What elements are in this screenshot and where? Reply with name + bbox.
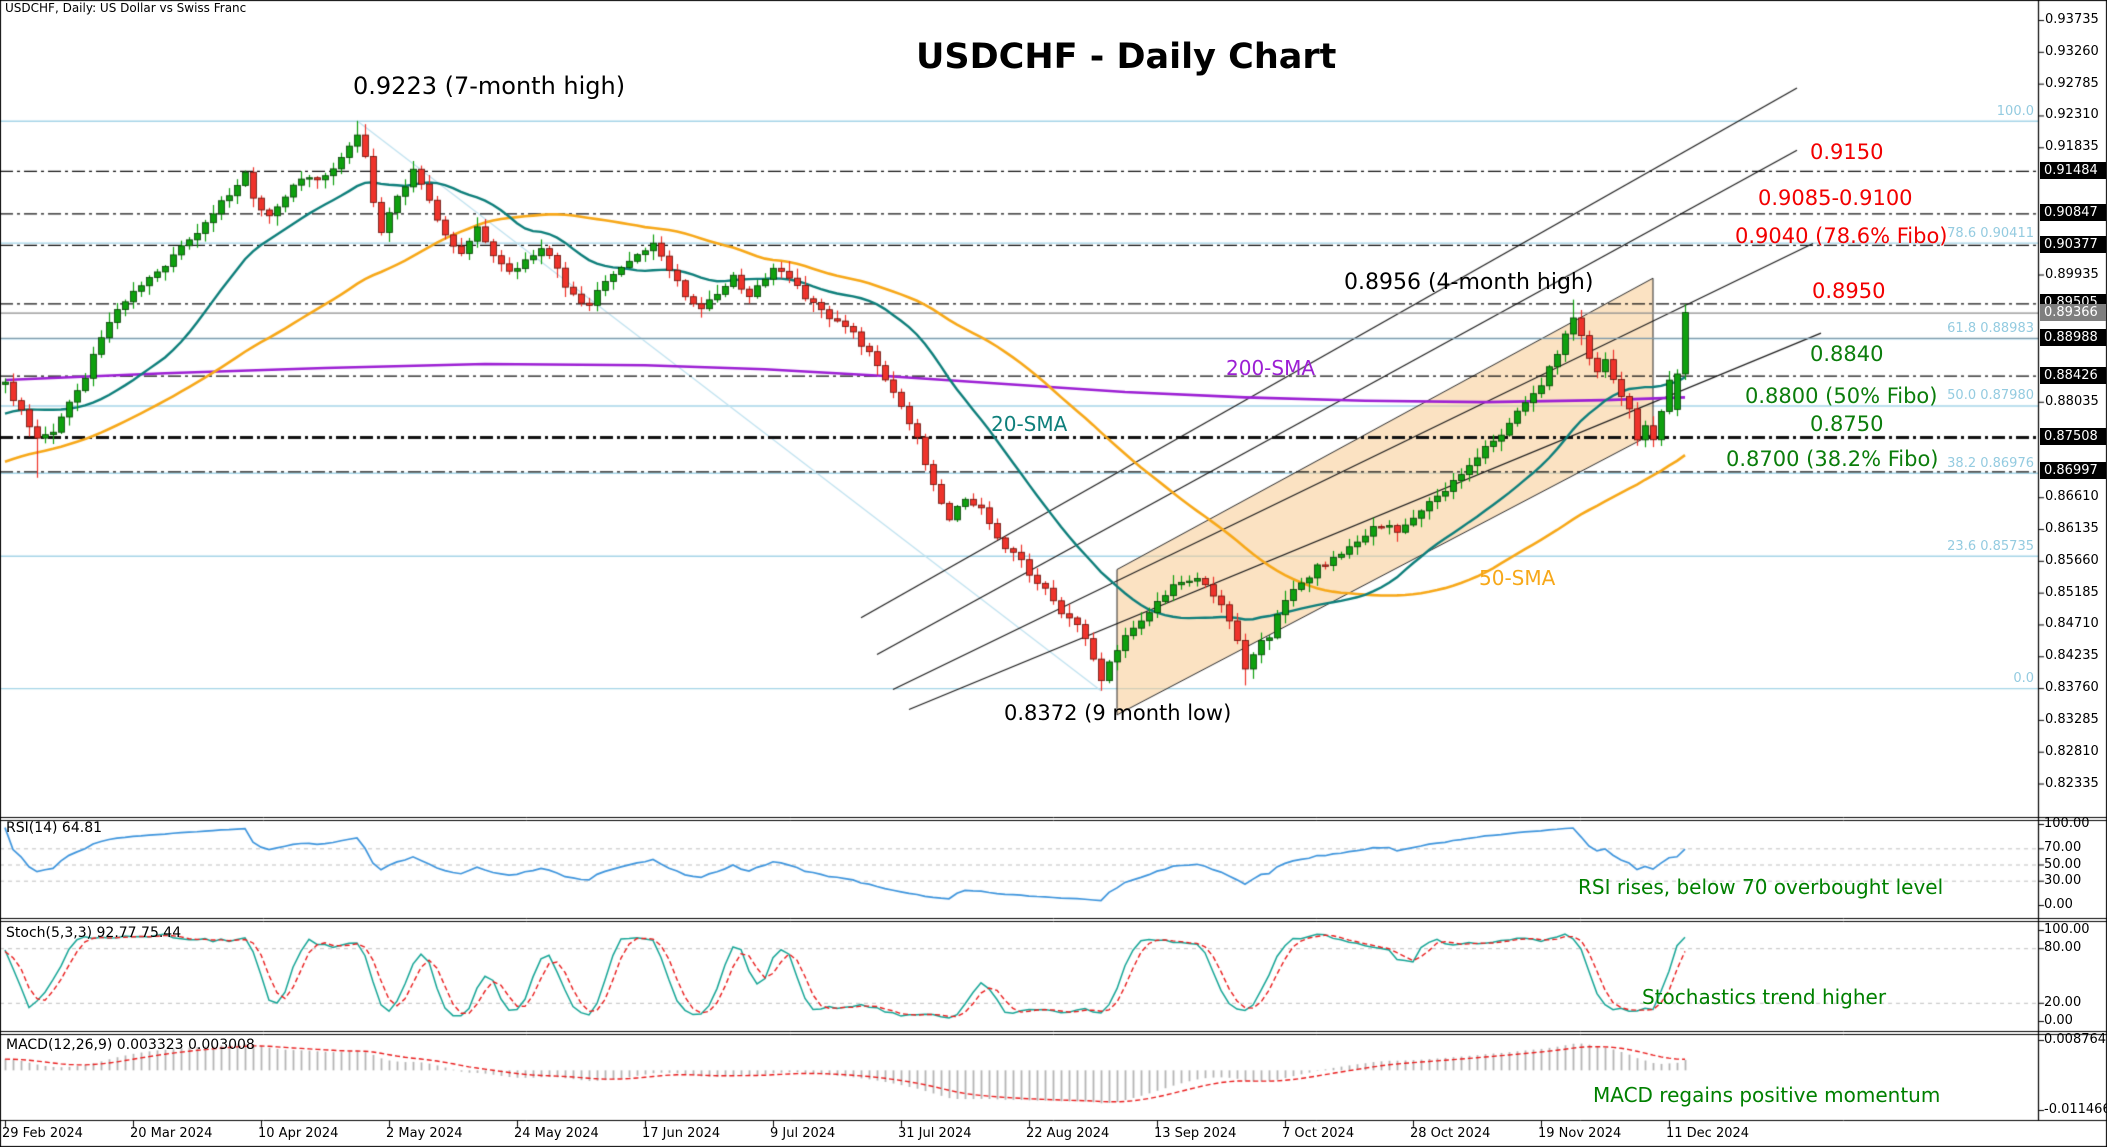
price-badge: 0.86997 — [2040, 462, 2106, 480]
date-label: 19 Nov 2024 — [1538, 1126, 1622, 1141]
macd-tick: 0.008764 — [2044, 1032, 2107, 1047]
rsi-tick: 100.00 — [2044, 816, 2090, 831]
rsi-tick: 70.00 — [2044, 840, 2082, 856]
macd-indicator-label: MACD(12,26,9) 0.003323 0.003008 — [6, 1037, 255, 1053]
price-tick: 0.85185 — [2045, 584, 2099, 600]
annotation-sma200-label: 200-SMA — [1226, 356, 1316, 380]
stoch-tick: 0.00 — [2044, 1013, 2073, 1028]
annotation-seven-month-high-note: 0.9223 (7-month high) — [353, 72, 626, 100]
price-tick: 0.86610 — [2045, 489, 2099, 505]
fibo-level-label: 61.8 0.88983 — [1947, 321, 2034, 337]
rsi-indicator-label: RSI(14) 64.81 — [6, 820, 103, 836]
fibo-level-label: 78.6 0.90411 — [1947, 225, 2034, 241]
rsi-tick: 0.00 — [2044, 897, 2073, 912]
price-tick: 0.83760 — [2045, 680, 2099, 696]
stoch-tick: 80.00 — [2044, 940, 2082, 956]
price-tick: 0.82335 — [2045, 775, 2099, 791]
date-label: 13 Sep 2024 — [1154, 1126, 1237, 1141]
symbol-info: USDCHF, Daily: US Dollar vs Swiss Franc — [5, 1, 247, 15]
price-badge: 0.87508 — [2040, 428, 2106, 446]
price-tick: 0.86135 — [2045, 521, 2099, 537]
price-tick: 0.88035 — [2045, 393, 2099, 409]
rsi-note: RSI rises, below 70 overbought level — [1578, 875, 1944, 899]
annotation-resistance-0895: 0.8950 — [1812, 279, 1886, 303]
price-tick: 0.92785 — [2045, 75, 2099, 91]
price-tick: 0.84235 — [2045, 648, 2099, 664]
price-tick: 0.84710 — [2045, 616, 2099, 632]
annotation-resistance-0915: 0.9150 — [1810, 140, 1884, 164]
annotation-resistance-0904: 0.9040 (78.6% Fibo) — [1735, 224, 1948, 248]
stoch-indicator-label: Stoch(5,3,3) 92.77 75.44 — [6, 925, 182, 941]
fibo-level-label: 0.0 — [2013, 671, 2034, 687]
annotation-sma20-label: 20-SMA — [991, 412, 1068, 436]
date-label: 7 Oct 2024 — [1282, 1126, 1355, 1141]
date-label: 10 Apr 2024 — [258, 1126, 339, 1141]
chart-title: USDCHF - Daily Chart — [916, 37, 1337, 77]
price-tick: 0.91835 — [2045, 139, 2099, 155]
macd-note: MACD regains positive momentum — [1593, 1083, 1941, 1107]
date-label: 24 May 2024 — [514, 1126, 599, 1141]
annotation-support-0880: 0.8800 (50% Fibo) — [1745, 384, 1938, 408]
date-label: 20 Mar 2024 — [130, 1126, 213, 1141]
macd-tick: -0.011466 — [2044, 1102, 2107, 1117]
date-label: 31 Jul 2024 — [898, 1126, 972, 1141]
price-badge: 0.91484 — [2040, 161, 2106, 179]
fibo-level-label: 23.6 0.85735 — [1947, 538, 2034, 554]
price-badge: 0.89366 — [2040, 303, 2106, 321]
price-tick: 0.93260 — [2045, 43, 2099, 59]
price-badge: 0.88426 — [2040, 366, 2106, 384]
date-label: 2 May 2024 — [386, 1126, 463, 1141]
annotation-support-0875: 0.8750 — [1810, 412, 1884, 436]
fibo-level-label: 50.0 0.87980 — [1947, 388, 2034, 404]
stoch-tick: 100.00 — [2044, 922, 2090, 937]
stoch-note: Stochastics trend higher — [1642, 985, 1887, 1009]
annotation-resistance-09085: 0.9085-0.9100 — [1758, 186, 1913, 210]
annotation-nine-month-low-note: 0.8372 (9 month low) — [1004, 701, 1232, 725]
price-tick: 0.93735 — [2045, 12, 2099, 28]
rsi-tick: 30.00 — [2044, 872, 2082, 888]
price-tick: 0.89935 — [2045, 266, 2099, 282]
date-label: 17 Jun 2024 — [642, 1126, 721, 1141]
annotation-support-0870: 0.8700 (38.2% Fibo) — [1726, 447, 1939, 471]
fibo-level-label: 100.0 — [1996, 103, 2034, 119]
date-label: 29 Feb 2024 — [2, 1126, 83, 1141]
annotation-support-0884: 0.8840 — [1810, 342, 1884, 366]
stoch-tick: 20.00 — [2044, 994, 2082, 1010]
price-tick: 0.82810 — [2045, 743, 2099, 759]
price-tick: 0.92310 — [2045, 107, 2099, 123]
date-label: 22 Aug 2024 — [1026, 1126, 1110, 1141]
date-label: 28 Oct 2024 — [1410, 1126, 1491, 1141]
price-tick: 0.83285 — [2045, 711, 2099, 727]
fibo-level-label: 38.2 0.86976 — [1947, 455, 2034, 471]
rsi-tick: 50.00 — [2044, 856, 2082, 872]
price-tick: 0.85660 — [2045, 552, 2099, 568]
annotation-four-month-high-note: 0.8956 (4-month high) — [1344, 270, 1594, 295]
date-label: 11 Dec 2024 — [1666, 1126, 1750, 1141]
price-badge: 0.90847 — [2040, 204, 2106, 222]
price-badge: 0.88988 — [2040, 328, 2106, 346]
date-label: 9 Jul 2024 — [770, 1126, 836, 1141]
annotation-sma50-label: 50-SMA — [1479, 566, 1556, 590]
price-badge: 0.90377 — [2040, 235, 2106, 253]
